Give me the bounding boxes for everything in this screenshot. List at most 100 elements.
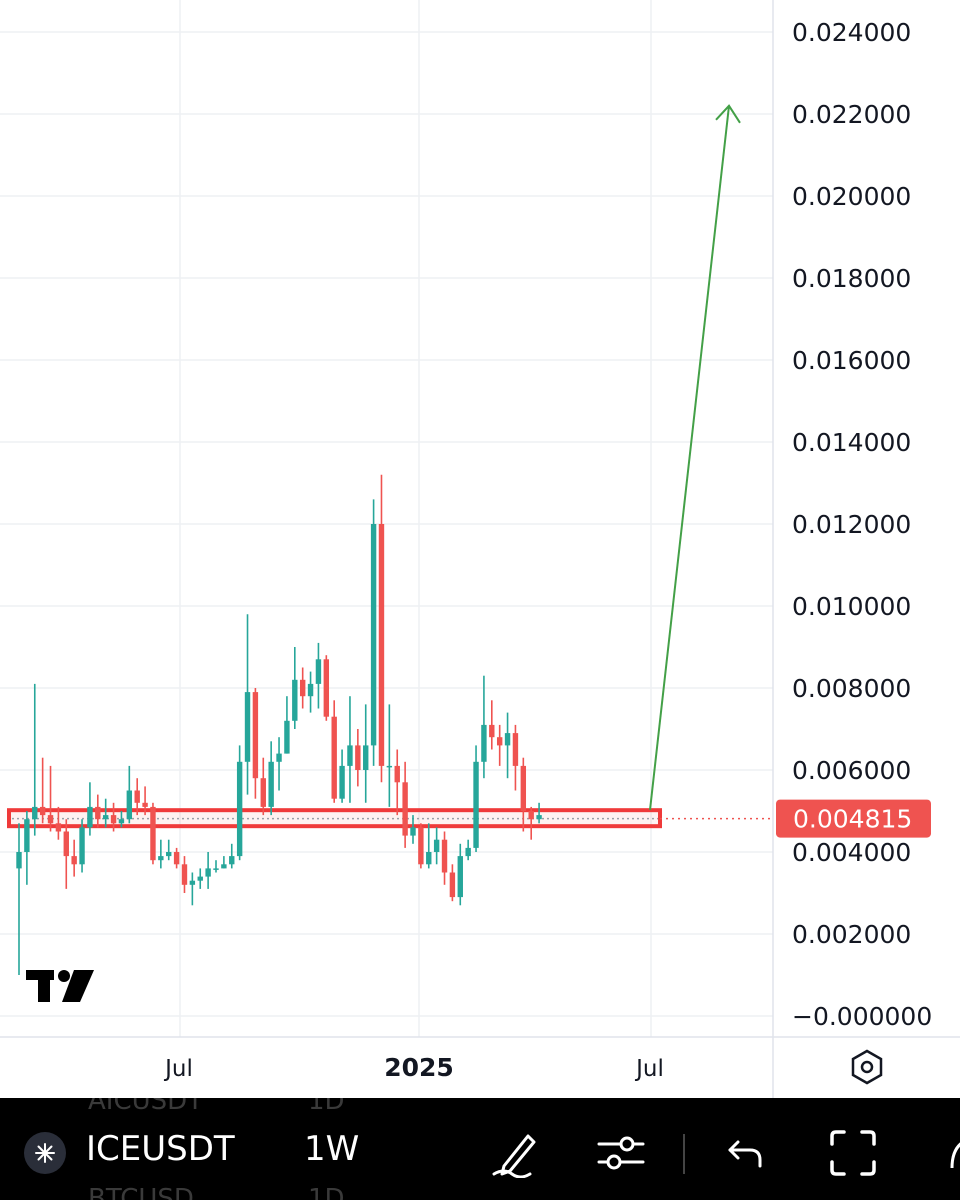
toolbar-separator (683, 1134, 685, 1174)
candle-body (87, 806, 93, 828)
candle-body (181, 864, 188, 885)
last-price-tag (776, 799, 931, 838)
candle-body (284, 720, 290, 754)
candle-body (134, 790, 140, 803)
candle-body (95, 806, 101, 820)
candle-body (394, 765, 400, 783)
fullscreen-icon[interactable] (828, 1128, 878, 1178)
candle-body (213, 868, 219, 870)
ghost-symbol-above: AICUSDT (88, 1098, 204, 1116)
ghost-symbol-below: BTCUSD (88, 1184, 194, 1200)
chart-grid (0, 0, 960, 1098)
candle-body (378, 524, 385, 766)
candle-body (347, 745, 353, 766)
candle-body (55, 823, 62, 832)
candle-body (465, 847, 471, 857)
y-tick-label: 0.006000 (792, 756, 911, 785)
candle-body (276, 753, 282, 762)
candle-body (481, 724, 487, 762)
candle-body (229, 856, 235, 865)
candle-body (292, 679, 298, 721)
ghost-interval-below: 1D (308, 1184, 345, 1200)
candle-body (370, 524, 377, 746)
candle-body (244, 692, 251, 762)
candle-body (142, 802, 148, 807)
candle-body (473, 761, 479, 848)
candle-body (110, 815, 117, 824)
candle-body (426, 852, 432, 865)
candle-body (339, 765, 345, 799)
tradingview-logo (26, 970, 94, 1002)
more-tools-icon[interactable] (940, 1128, 960, 1178)
arrow-head (715, 104, 741, 124)
candle-body (489, 724, 495, 738)
last-price-label: 0.004815 (793, 805, 912, 834)
candle-body (236, 761, 243, 857)
arrow-shaft (649, 105, 730, 811)
candle-body (433, 839, 440, 852)
candle-body (166, 852, 172, 857)
support-zone (7, 808, 773, 829)
y-tick-label: 0.022000 (792, 100, 911, 129)
candle-body (520, 765, 527, 811)
y-tick-label: 0.010000 (792, 592, 911, 621)
candle-body (32, 806, 38, 820)
candle-body (457, 856, 463, 898)
symbol-name[interactable]: ICEUSDT (86, 1129, 235, 1169)
drawing-pen-icon[interactable] (490, 1128, 540, 1178)
candle-body (512, 733, 519, 766)
ghost-interval-above: 1D (308, 1098, 345, 1116)
candle-body (268, 761, 274, 807)
price-chart[interactable]: 0.024000 0.022000 0.020000 0.018000 0.016000… (0, 0, 960, 1098)
y-tick-label: 0.014000 (792, 428, 911, 457)
candlestick-series (16, 474, 542, 975)
y-tick-label: 0.002000 (792, 920, 911, 949)
candle-body (299, 679, 306, 697)
candle-body (197, 876, 203, 881)
candle-body (16, 852, 22, 869)
candle-body (536, 815, 542, 820)
settings-icon[interactable] (851, 1049, 883, 1085)
symbol-logo-icon[interactable] (22, 1130, 68, 1176)
undo-icon[interactable] (722, 1128, 772, 1178)
time-axis[interactable]: Jul 2025 Jul (163, 1053, 664, 1082)
indicators-sliders-icon[interactable] (596, 1128, 646, 1178)
x-tick-label: 2025 (384, 1053, 454, 1082)
candle-body (63, 831, 69, 857)
x-tick-label: Jul (163, 1056, 193, 1082)
candle-body (402, 782, 408, 836)
candle-body (71, 856, 77, 865)
candle-body (252, 692, 259, 779)
candle-body (418, 827, 424, 865)
y-tick-label: 0.012000 (792, 510, 911, 539)
y-tick-label: −0.000000 (792, 1002, 932, 1031)
candle-body (47, 815, 54, 824)
candle-body (102, 815, 109, 820)
candle-body (189, 880, 196, 885)
y-tick-label: 0.016000 (792, 346, 911, 375)
interval-selector[interactable]: 1W (304, 1129, 360, 1169)
candle-body (528, 811, 534, 820)
candle-body (205, 868, 211, 877)
candle-body (39, 806, 46, 816)
candle-body (410, 827, 416, 836)
y-tick-label: 0.020000 (792, 182, 911, 211)
candle-body (355, 745, 361, 770)
candle-body (24, 819, 30, 852)
candle-body (307, 683, 314, 697)
candle-body (363, 745, 369, 770)
projection-arrow[interactable] (649, 104, 741, 811)
candle-body (386, 765, 393, 768)
bottom-toolbar: AICUSDT 1D BTCUSD 1D ICEUSDT 1W (0, 1098, 960, 1200)
candle-body (150, 806, 156, 861)
candle-body (260, 778, 266, 807)
candle-body (173, 852, 180, 865)
candle-body (118, 819, 125, 824)
price-axis[interactable]: 0.024000 0.022000 0.020000 0.018000 0.016000… (776, 18, 932, 1031)
candle-body (449, 872, 456, 898)
candle-body (126, 790, 133, 820)
y-tick-label: 0.004000 (792, 838, 911, 867)
candle-body (331, 716, 337, 799)
candle-body (323, 659, 330, 717)
y-tick-label: 0.008000 (792, 674, 911, 703)
